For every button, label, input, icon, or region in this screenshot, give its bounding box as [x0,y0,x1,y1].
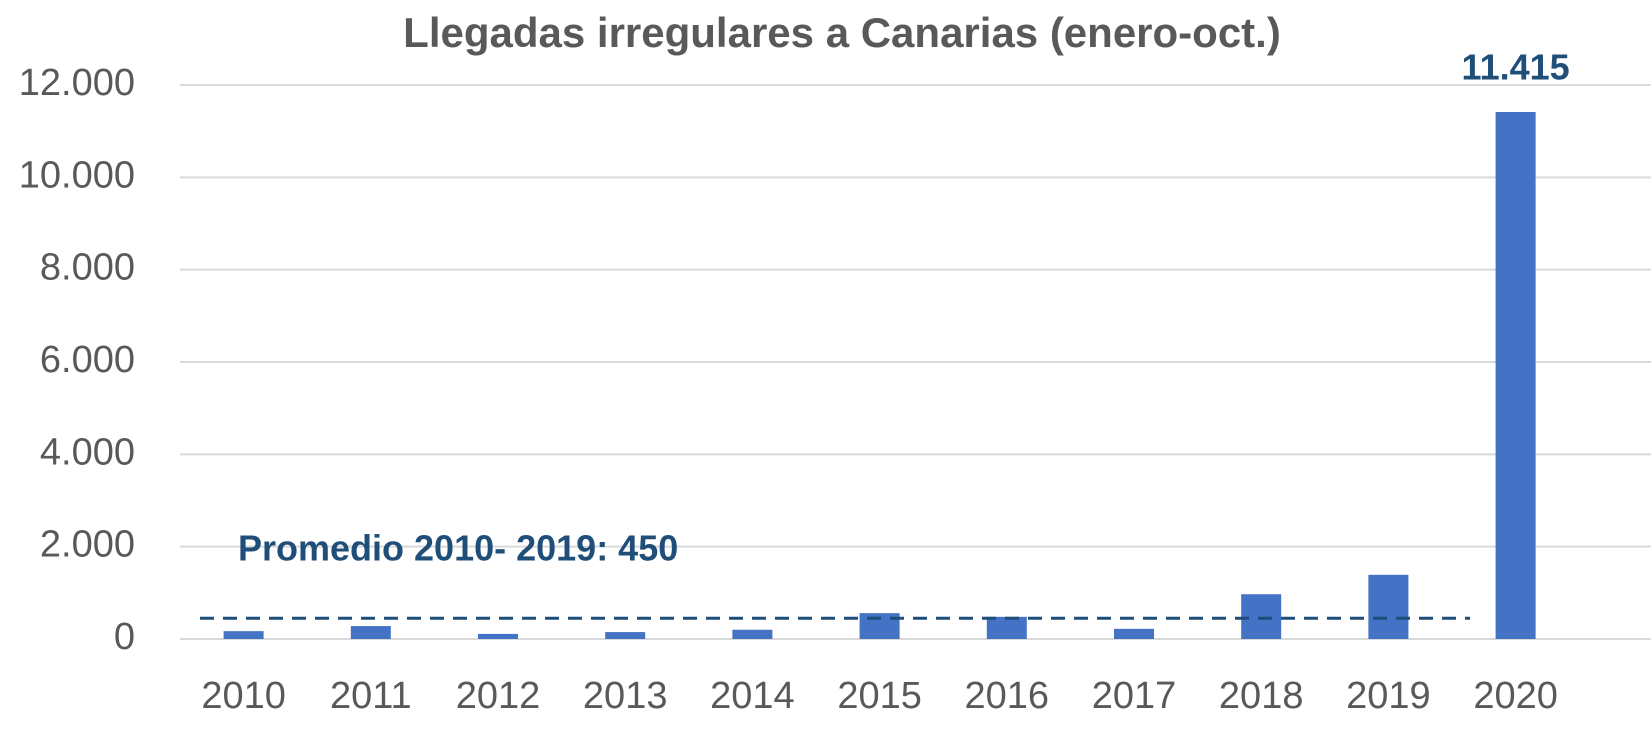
bar [605,632,646,639]
bar [1495,112,1536,639]
bar [732,629,773,639]
bar [1368,574,1409,639]
bar [1241,594,1282,639]
y-tick-label: 12.000 [19,62,135,104]
x-tick-label: 2020 [1473,675,1558,717]
value-label: 11.415 [1462,47,1570,88]
x-tick-label: 2012 [456,675,541,717]
x-tick-label: 2015 [837,675,922,717]
y-tick-label: 0 [114,616,135,658]
reference-label: Promedio 2010- 2019: 450 [238,528,678,569]
y-tick-label: 10.000 [19,154,135,196]
x-tick-label: 2010 [201,675,286,717]
bar [223,631,264,639]
x-tick-label: 2013 [583,675,668,717]
bar [986,616,1027,639]
y-tick-label: 4.000 [40,431,135,473]
bar [1114,628,1154,639]
y-tick-label: 6.000 [40,339,135,381]
x-tick-label: 2011 [330,675,412,717]
chart-title: Llegadas irregulares a Canarias (enero-o… [403,9,1281,56]
x-tick-label: 2017 [1092,675,1177,717]
y-tick-label: 2.000 [40,524,135,566]
x-tick-label: 2014 [710,675,795,717]
bar [478,633,518,639]
bar [350,626,391,639]
y-tick-label: 8.000 [40,247,135,289]
x-tick-label: 2019 [1346,675,1431,717]
x-tick-label: 2018 [1219,675,1304,717]
x-tick-label: 2016 [965,675,1050,717]
